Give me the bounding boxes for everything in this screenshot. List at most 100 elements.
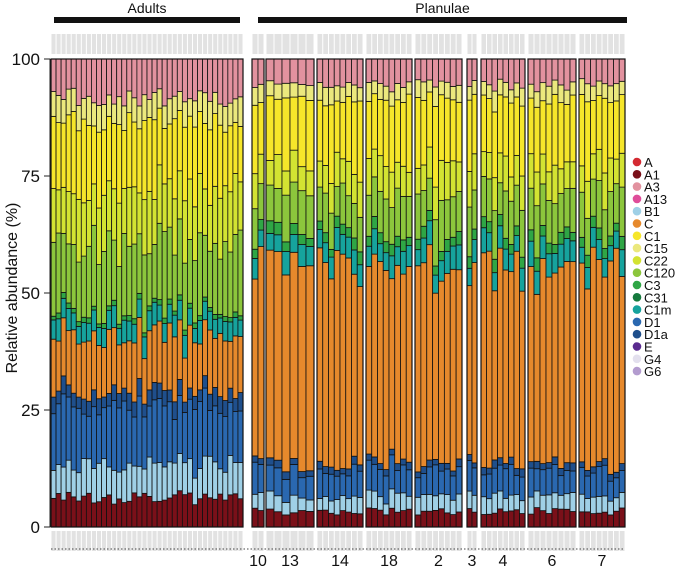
bar-segment-c1m (584, 267, 591, 290)
bar-segment-c1 (394, 99, 401, 163)
y-tick-label: 0 (31, 518, 40, 537)
bar-segment-c22 (65, 191, 72, 245)
bar-segment-c3 (80, 316, 87, 323)
bar-segment-a3 (297, 58, 307, 85)
bar-bottom-strip (340, 531, 346, 551)
bar-segment-c1m (371, 228, 378, 255)
bar-bottom-strip (570, 531, 576, 551)
bar-segment-d1a (426, 459, 434, 468)
bar-segment-b1 (333, 499, 341, 516)
bar-bottom-strip (81, 531, 86, 551)
bar-segment-c120 (539, 183, 547, 226)
bar-segment-c120 (590, 178, 597, 217)
bar-segment-c (426, 244, 434, 461)
bar-top-strip (602, 34, 608, 54)
bar-bottom-strip (91, 531, 96, 551)
bar-segment-a1 (356, 513, 364, 528)
panel-colony-10-frame (251, 58, 265, 528)
bar-segment-d1 (101, 407, 107, 460)
bar-segment-b1 (365, 489, 373, 509)
bar-bottom-strip (208, 531, 213, 551)
bar-segment-b1 (131, 465, 138, 494)
bar-segment-c1m (121, 319, 128, 344)
bar-top-strip (383, 34, 389, 54)
bar-top-strip (298, 34, 306, 54)
bar-segment-c1m (466, 267, 473, 287)
bar-segment-a1 (328, 512, 335, 528)
bar-segment-b1 (539, 494, 547, 512)
bar-segment-b1 (400, 492, 407, 511)
bar-segment-a1 (491, 512, 498, 528)
bar-bottom-strip (427, 531, 433, 551)
bar-segment-d1 (212, 405, 219, 463)
bar-segment-c3 (91, 305, 97, 311)
bar-segment-a3 (513, 58, 520, 84)
bar-segment-c (466, 285, 473, 455)
bar-segment-d1a (578, 461, 586, 468)
bar-segment-d1a (111, 384, 118, 401)
bar-segment-a1 (273, 511, 283, 528)
bar-segment-d1 (55, 403, 62, 465)
bar-segment-b1 (141, 468, 148, 494)
bar-segment-a1 (131, 492, 138, 528)
bar-segment-c (192, 342, 198, 397)
bar-segment-c1 (207, 129, 214, 206)
bar-segment-d1a (65, 384, 72, 398)
bar-segment-c120 (595, 180, 603, 229)
bar-segment-c120 (414, 193, 422, 240)
bar-segment-c22 (202, 188, 209, 236)
bar-segment-c1 (339, 101, 347, 160)
bar-segment-d1a (316, 460, 324, 470)
legend-label: E (644, 340, 653, 355)
panel-colony-14 (316, 34, 364, 551)
bar-segment-c1m (508, 253, 515, 273)
bar-segment-d1 (265, 464, 275, 492)
bar-segment-c120 (322, 192, 329, 234)
bar-segment-d1 (161, 405, 168, 468)
bar-segment-c120 (91, 224, 97, 307)
bar-segment-c (217, 332, 224, 398)
bar-segment-c22 (181, 200, 188, 264)
bar-top-strip (498, 34, 503, 54)
bar-segment-c1 (297, 95, 307, 168)
bar-segment-c3 (212, 314, 219, 320)
bar-bottom-strip (102, 531, 107, 551)
bar-segment-c1m (533, 270, 541, 295)
bar-segment-c22 (106, 180, 113, 232)
bar-segment-c1 (289, 96, 299, 151)
bar-top-strip (76, 34, 81, 54)
legend-label: C1m (644, 303, 671, 318)
legend: AA1A3A13B1CC1C15C22C120C3C31C1mD1D1aEG4G… (632, 155, 675, 379)
bar-segment-c3 (513, 225, 520, 236)
bar-bottom-strip (456, 531, 462, 551)
bar-segment-c1 (426, 91, 434, 148)
bar-segment-c3 (146, 305, 153, 312)
bar-segment-b1 (388, 488, 396, 509)
bar-segment-a3 (212, 58, 219, 93)
bar-segment-a3 (316, 58, 324, 83)
bar-bottom-strip (514, 531, 519, 551)
bar-segment-c15 (613, 83, 620, 102)
bar-segment-a3 (322, 58, 329, 88)
bar-segment-a3 (146, 58, 153, 100)
bar-top-strip (252, 34, 258, 54)
bar-segment-c3 (75, 321, 82, 327)
bar-segment-c (70, 329, 77, 394)
panel-colony-3-frame (466, 58, 478, 528)
bar-segment-d1a (257, 458, 265, 465)
bar-segment-d1a (502, 463, 509, 470)
legend-swatch (632, 219, 642, 228)
bar-segment-a1 (569, 511, 577, 528)
bar-top-strip (51, 34, 56, 54)
bar-segment-b1 (557, 494, 565, 510)
colony-label: 3 (468, 553, 477, 570)
bar-segment-c1m (601, 258, 609, 278)
bar-segment-c (75, 343, 82, 398)
bar-segment-d1 (91, 406, 97, 469)
bar-bottom-strip (157, 531, 162, 551)
bar-segment-c1 (65, 114, 72, 192)
bar-segment-c3 (85, 317, 92, 324)
bar-segment-c (539, 258, 547, 465)
bar-segment-b1 (85, 458, 92, 494)
bar-segment-c (289, 251, 299, 459)
